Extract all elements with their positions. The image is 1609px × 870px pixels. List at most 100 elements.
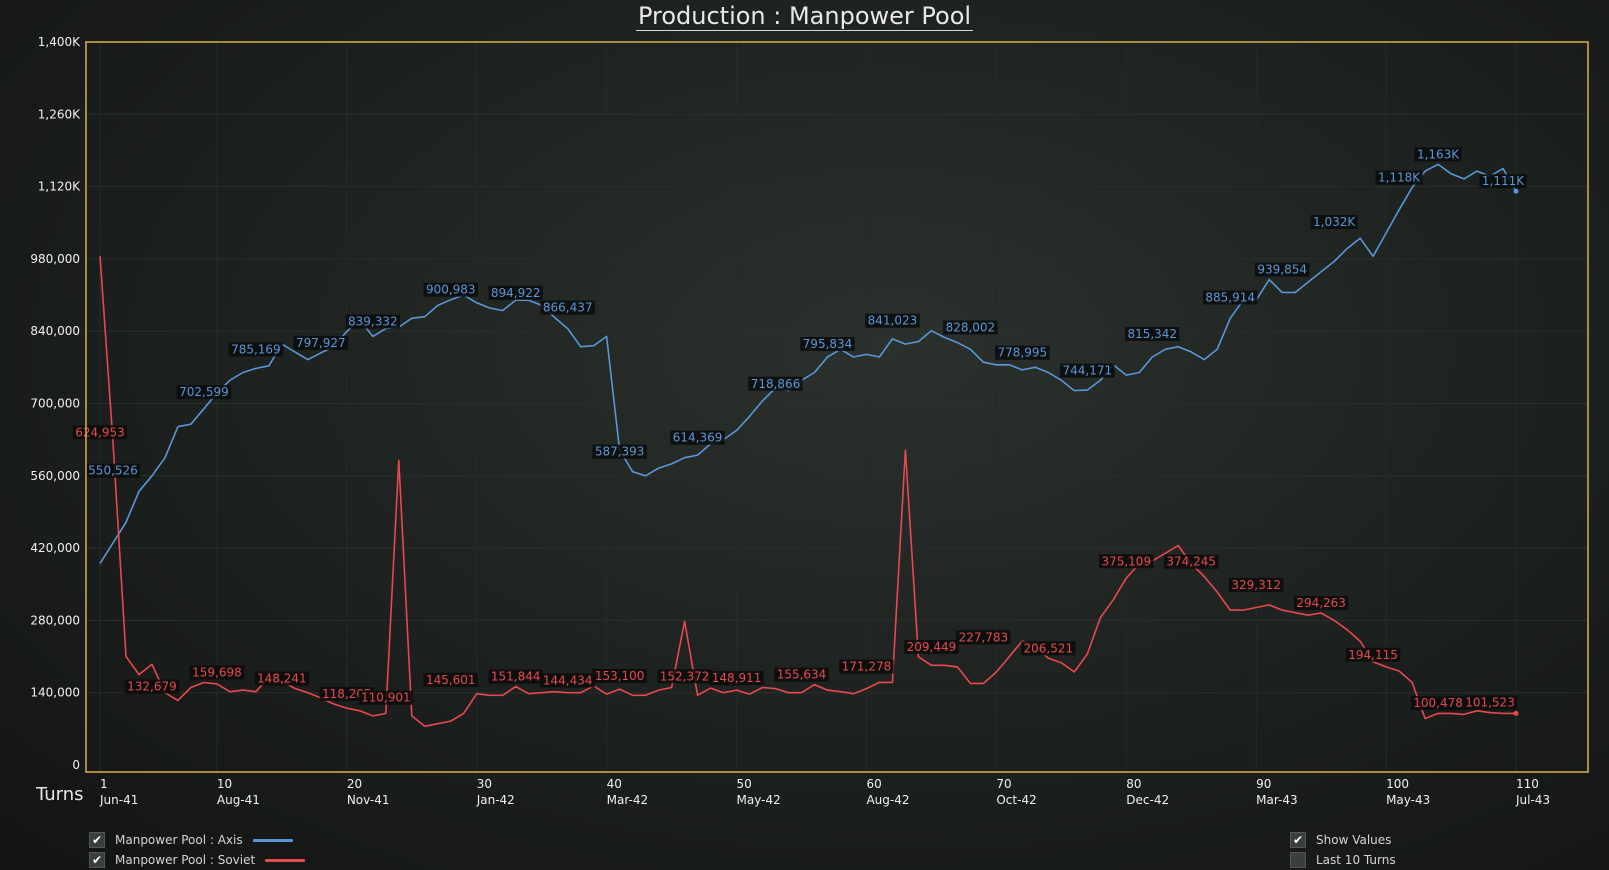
- value-label-bg: [1414, 147, 1462, 162]
- x-tick-date: Oct-42: [996, 793, 1036, 807]
- value-label-bg: [1203, 290, 1258, 305]
- option-show-values[interactable]: ✔ Show Values: [1290, 832, 1391, 848]
- value-label-bg: [592, 668, 647, 683]
- legend-soviet-checkbox[interactable]: ✔: [89, 852, 105, 868]
- legend-axis-checkbox[interactable]: ✔: [89, 832, 105, 848]
- soviet-series-line: [99, 255, 1516, 728]
- soviet-value-label: 100,478: [1413, 696, 1463, 710]
- axes: 0 140,000 280,000 420,000 560,000 700,000 840,…: [30, 35, 1550, 807]
- soviet-value-label: 624,953: [75, 425, 125, 439]
- value-label-bg: [1021, 641, 1076, 656]
- x-tick-date: Jun-41: [99, 793, 138, 807]
- x-tick-label: 80: [1126, 777, 1141, 791]
- soviet-value-label: 294,263: [1296, 596, 1346, 610]
- value-label-bg: [345, 314, 401, 329]
- x-tick-date: Aug-42: [866, 793, 909, 807]
- soviet-value-label: 171,278: [842, 660, 892, 674]
- value-label-bg: [1164, 554, 1219, 569]
- value-label-bg: [748, 376, 803, 391]
- y-tick-label: 1,120K: [38, 180, 81, 194]
- soviet-value-label: 153,100: [595, 669, 645, 683]
- show-values-checkbox[interactable]: ✔: [1290, 832, 1306, 848]
- value-label-bg: [1293, 596, 1349, 611]
- value-label-bg: [800, 337, 855, 352]
- x-tick-date: May-43: [1386, 793, 1430, 807]
- axis-value-label: 550,526: [88, 464, 138, 478]
- legend-soviet-swatch: [265, 858, 306, 862]
- value-label-bg: [358, 690, 413, 705]
- soviet-value-label: 110,901: [361, 691, 411, 705]
- axis-value-label: 1,163K: [1417, 147, 1460, 161]
- value-label-bg: [228, 342, 284, 357]
- soviet-value-label: 144,434: [543, 673, 593, 687]
- soviet-value-label: 148,241: [257, 671, 307, 685]
- y-tick-label: 840,000: [30, 324, 80, 338]
- value-label-bg: [423, 672, 478, 687]
- value-label-bg: [1410, 696, 1466, 711]
- legend-soviet[interactable]: ✔ Manpower Pool : Soviet: [89, 852, 306, 868]
- value-label-bg: [709, 671, 764, 686]
- value-label-bg: [1060, 363, 1115, 378]
- axis-value-label: 718,866: [751, 377, 801, 391]
- x-tick-label: 90: [1256, 777, 1271, 791]
- soviet-value-label: 194,115: [1348, 648, 1398, 662]
- y-tick-label: 1,400K: [38, 35, 81, 49]
- series-lines: [99, 163, 1519, 728]
- x-tick-date: Nov-41: [347, 793, 390, 807]
- last-10-turns-label: Last 10 Turns: [1316, 853, 1396, 867]
- value-label-bg: [1479, 174, 1527, 189]
- soviet-value-label: 148,911: [712, 671, 762, 685]
- x-tick-date: Dec-42: [1126, 793, 1169, 807]
- value-label-bg: [865, 313, 920, 328]
- axis-value-label: 795,834: [803, 337, 853, 351]
- value-label-bg: [124, 679, 180, 694]
- value-label-bg: [1099, 554, 1154, 569]
- legend-axis-label: Manpower Pool : Axis: [115, 833, 243, 847]
- value-label-bg: [1310, 215, 1358, 230]
- option-last-10-turns[interactable]: ✔ Last 10 Turns: [1290, 852, 1396, 868]
- axis-value-label: 894,922: [491, 286, 541, 300]
- last-10-turns-checkbox[interactable]: ✔: [1290, 852, 1306, 868]
- value-label-bg: [995, 345, 1050, 360]
- axis-value-label: 885,914: [1205, 290, 1255, 304]
- y-tick-label: 140,000: [30, 686, 80, 700]
- y-tick-label: 0: [72, 758, 80, 772]
- x-tick-date: Jul-43: [1515, 793, 1550, 807]
- axis-value-label: 866,437: [543, 301, 593, 315]
- value-label-bg: [1125, 326, 1180, 341]
- axis-value-label: 841,023: [868, 314, 918, 328]
- value-label-bg: [592, 444, 647, 459]
- value-label-bg: [1254, 262, 1310, 277]
- axis-value-label: 744,171: [1062, 364, 1112, 378]
- soviet-value-label: 159,698: [192, 666, 242, 680]
- soviet-value-label: 375,109: [1101, 554, 1151, 568]
- grid: [86, 42, 1588, 772]
- value-label-bg: [774, 667, 829, 682]
- axis-value-label: 702,599: [179, 385, 229, 399]
- legend-axis[interactable]: ✔ Manpower Pool : Axis: [89, 832, 293, 848]
- chart-title: Production : Manpower Pool: [635, 2, 974, 31]
- value-label-bg: [189, 665, 245, 680]
- value-label-bg: [293, 335, 349, 350]
- x-tick-label: 70: [996, 777, 1011, 791]
- value-label-bg: [488, 669, 543, 684]
- value-label-bg: [488, 285, 543, 300]
- y-tick-label: 700,000: [30, 397, 80, 411]
- axis-value-label: 815,342: [1127, 327, 1177, 341]
- axis-value-label: 797,927: [296, 336, 346, 350]
- value-label-bg: [1462, 695, 1518, 710]
- y-tick-label: 1,260K: [38, 107, 81, 121]
- value-label-bg: [540, 673, 595, 688]
- legend-axis-swatch: [252, 838, 293, 842]
- soviet-value-label: 132,679: [127, 679, 177, 693]
- value-label-bg: [904, 639, 959, 654]
- value-label-bg: [85, 463, 141, 478]
- axis-value-label: 900,983: [426, 283, 476, 297]
- x-tick-label: 60: [866, 777, 881, 791]
- axis-value-label: 1,118K: [1378, 171, 1421, 185]
- x-tick-date: May-42: [737, 793, 781, 807]
- x-tick-date: Aug-41: [217, 793, 260, 807]
- value-label-bg: [423, 282, 478, 297]
- value-label-bg: [839, 659, 894, 674]
